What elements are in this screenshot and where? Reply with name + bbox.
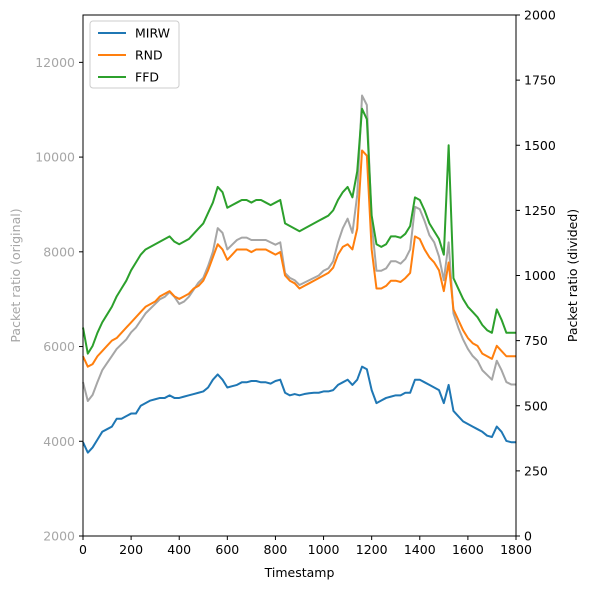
y-axis-right-ticks: 0 250 500 750 1000 1250 1500 1750 2000 <box>516 8 556 544</box>
series-line-rnd <box>82 149 516 368</box>
y-axis-left-label: Packet ratio (original) <box>8 208 23 342</box>
y-left-tick-label: 8000 <box>43 244 75 259</box>
y-right-tick-label: 500 <box>524 398 548 413</box>
y-left-tick-label: 2000 <box>43 529 75 544</box>
y-right-tick-label: 1500 <box>524 138 556 153</box>
legend: MIRW RND FFD <box>89 20 180 89</box>
series-line-original <box>82 94 516 403</box>
y-right-tick-label: 1750 <box>524 73 556 88</box>
y-right-tick-label: 0 <box>524 529 532 544</box>
series-line-mirw <box>82 365 516 454</box>
y-axis-left-ticks: 2000 4000 6000 8000 10000 12000 <box>35 55 83 544</box>
x-tick-label: 1600 <box>452 542 484 557</box>
y-right-tick-label: 1000 <box>524 268 556 283</box>
x-tick-label: 1800 <box>500 542 532 557</box>
x-tick-label: 400 <box>167 542 191 557</box>
x-tick-label: 1000 <box>308 542 340 557</box>
y-right-tick-label: 250 <box>524 463 548 478</box>
legend-label-mirw: MIRW <box>135 26 170 41</box>
legend-label-ffd: FFD <box>135 70 159 85</box>
series-line-ffd <box>82 107 516 355</box>
x-axis-label: Timestamp <box>264 565 335 580</box>
y-right-tick-label: 1250 <box>524 203 556 218</box>
legend-box <box>89 20 180 89</box>
x-tick-label: 600 <box>215 542 239 557</box>
x-tick-label: 1200 <box>356 542 388 557</box>
y-left-tick-label: 4000 <box>43 434 75 449</box>
y-left-tick-label: 12000 <box>35 55 75 70</box>
y-right-tick-label: 2000 <box>524 8 556 23</box>
x-tick-label: 1400 <box>404 542 436 557</box>
x-tick-label: 200 <box>119 542 143 557</box>
legend-label-rnd: RND <box>135 48 163 63</box>
y-right-tick-label: 750 <box>524 333 548 348</box>
y-axis-right-label: Packet ratio (divided) <box>565 209 580 342</box>
x-tick-label: 0 <box>79 542 87 557</box>
x-axis-ticks: 0 200 400 600 800 1000 1200 1400 1600 1800 <box>79 536 532 557</box>
y-left-tick-label: 10000 <box>35 150 75 165</box>
series-lines <box>82 94 516 454</box>
x-tick-label: 800 <box>264 542 288 557</box>
y-left-tick-label: 6000 <box>43 339 75 354</box>
